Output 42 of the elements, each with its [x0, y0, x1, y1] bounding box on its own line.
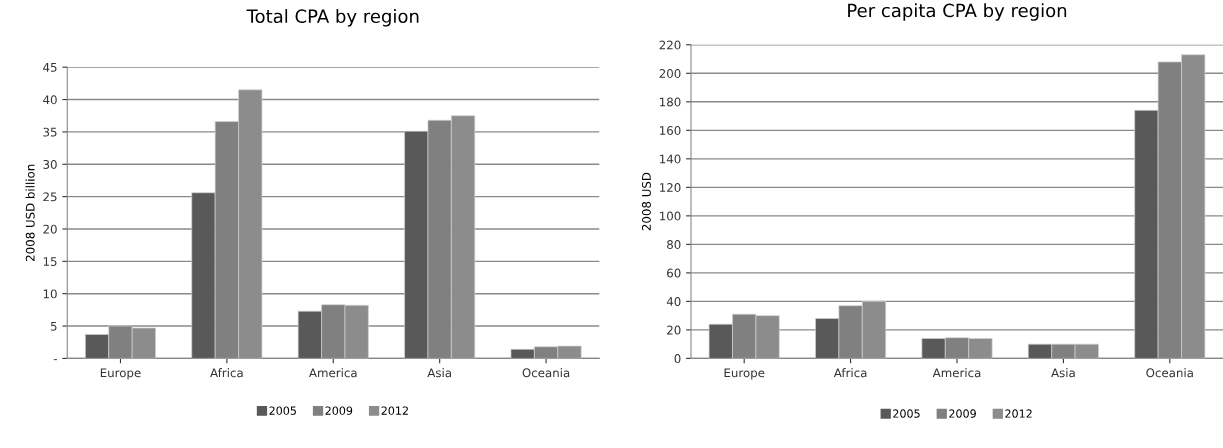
y-tick-label: 5	[50, 321, 57, 331]
legend-label: 2012	[381, 406, 408, 415]
legend-label: 2005	[269, 406, 296, 415]
y-tick-label: 0	[674, 354, 681, 364]
y-axis-title: 2008 USD billion	[25, 164, 35, 261]
y-tick-label: 140	[660, 154, 681, 164]
x-tick-label: Asia	[427, 368, 451, 378]
y-tick-label: 10	[43, 289, 57, 299]
x-tick-label: Oceania	[1146, 368, 1193, 378]
y-tick-label: 220	[659, 40, 681, 50]
y-tick-label: 15	[43, 257, 57, 266]
legend-label: 2009	[949, 409, 976, 418]
y-axis-title: 2008 USD	[641, 172, 651, 231]
chart-title: Total CPA by region	[246, 9, 419, 27]
x-tick-label: America	[932, 368, 981, 378]
legend-label: 2012	[1005, 409, 1032, 418]
y-tick-label: -	[53, 359, 57, 361]
y-tick-label: 160	[660, 126, 681, 135]
y-tick-label: 80	[667, 240, 681, 250]
y-tick-label: 45	[43, 63, 57, 72]
y-tick-label: 25	[43, 192, 57, 202]
x-tick-label: Oceania	[522, 368, 570, 378]
y-tick-label: 180	[660, 97, 681, 107]
x-tick-label: Asia	[1051, 368, 1075, 378]
y-tick-label: 100	[660, 211, 681, 221]
y-tick-label: 120	[660, 183, 681, 192]
y-tick-label: 40	[666, 297, 681, 307]
x-tick-label: Europe	[724, 368, 765, 380]
y-tick-label: 20	[667, 325, 681, 335]
y-tick-label: 200	[659, 69, 681, 78]
y-tick-label: 20	[43, 224, 57, 234]
x-tick-label: Africa	[210, 368, 243, 378]
x-tick-label: Europe	[100, 368, 141, 380]
y-tick-label: 40	[43, 95, 57, 105]
y-tick-label: 30	[43, 159, 57, 169]
legend-label: 2005	[893, 409, 920, 418]
y-tick-label: 35	[43, 127, 57, 137]
x-tick-label: Africa	[833, 368, 867, 378]
y-tick-label: 60	[667, 268, 681, 278]
x-tick-label: America	[309, 368, 357, 378]
legend-label: 2009	[325, 406, 353, 415]
chart-title: Per capita CPA by region	[848, 3, 1067, 21]
